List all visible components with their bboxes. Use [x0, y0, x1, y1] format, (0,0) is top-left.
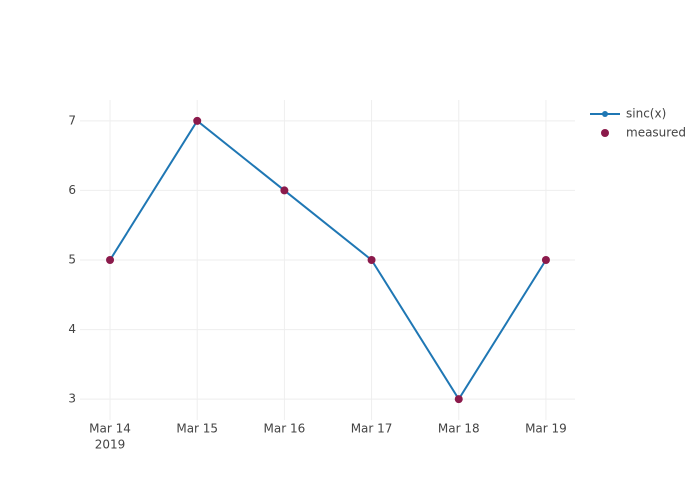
x-tick-label: Mar 18 [438, 422, 480, 436]
y-tick-label: 5 [68, 253, 76, 267]
x-tick-label: Mar 15 [176, 422, 218, 436]
data-point [280, 186, 289, 195]
x-tick-label: Mar 17 [351, 422, 393, 436]
data-point [454, 395, 463, 404]
legend-label: measured [626, 126, 686, 140]
legend-marker [601, 129, 609, 137]
legend-marker [602, 111, 608, 117]
x-tick-label: Mar 19 [525, 422, 567, 436]
data-point [106, 256, 115, 264]
x-year-label: 2019 [95, 438, 126, 452]
y-tick-label: 6 [68, 183, 76, 197]
data-point [367, 256, 376, 264]
x-tick-label: Mar 14 [89, 422, 131, 436]
y-tick-label: 3 [68, 392, 76, 406]
y-tick-label: 7 [68, 113, 76, 127]
y-tick-label: 4 [68, 322, 76, 336]
x-tick-label: Mar 16 [264, 422, 306, 436]
series-line [109, 119, 547, 402]
legend-label: sinc(x) [626, 107, 666, 121]
data-point [193, 116, 202, 125]
data-point [541, 256, 550, 264]
